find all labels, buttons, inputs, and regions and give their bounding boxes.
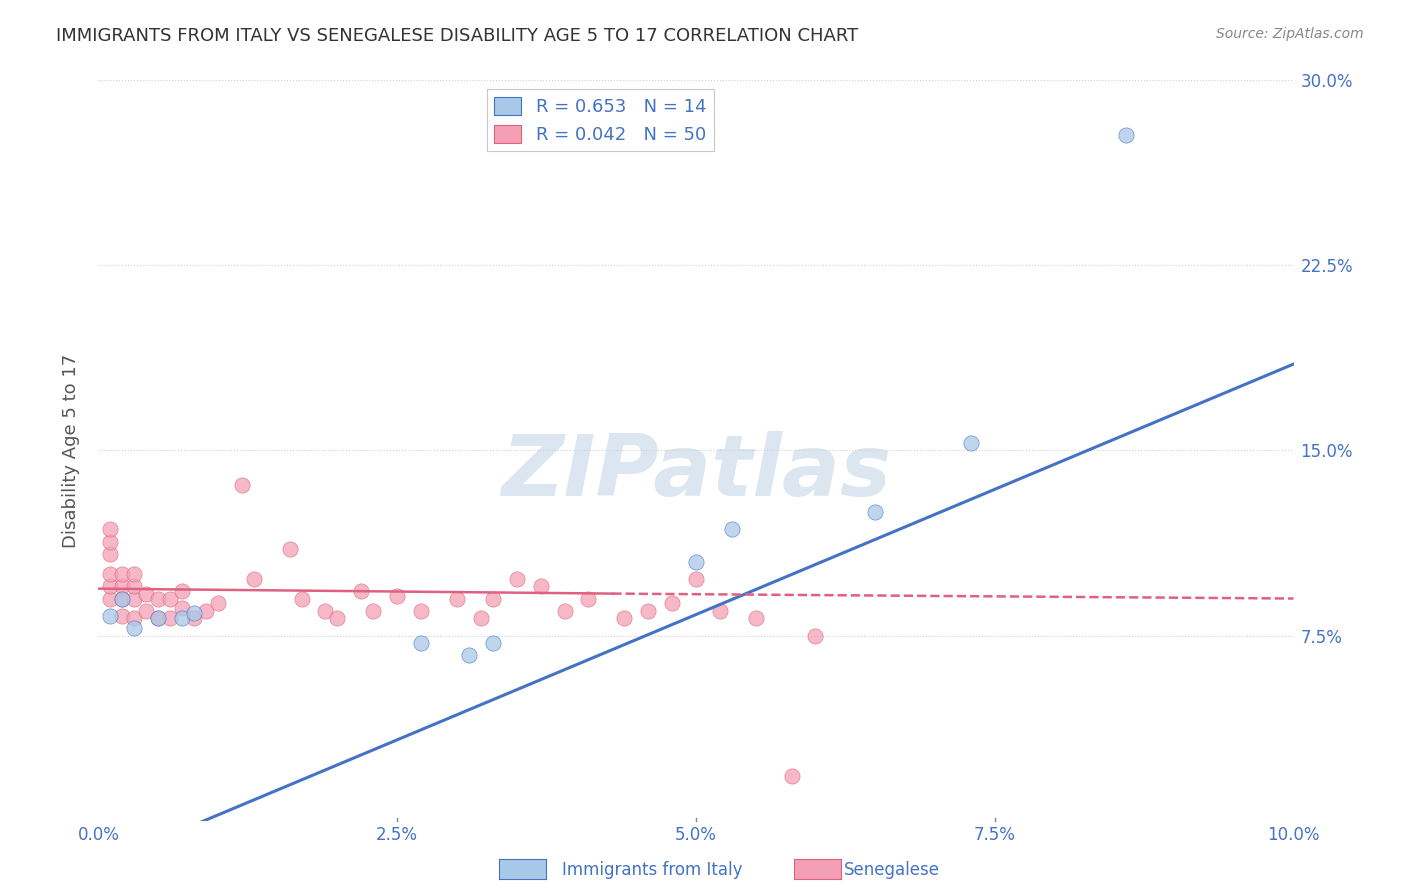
Point [124,579,146,593]
Point [148,611,170,625]
Point [207,597,229,611]
Point [111,579,134,593]
Point [148,611,170,625]
Point [530,579,553,593]
Point [613,611,636,625]
Point [685,555,707,569]
Point [709,604,731,618]
Point [385,589,409,603]
Text: Immigrants from Italy: Immigrants from Italy [562,861,742,879]
Point [159,591,181,606]
Point [98,534,122,549]
Point [124,621,146,635]
Point [183,607,205,621]
Point [411,636,433,650]
Point [98,579,122,593]
Point [554,604,576,618]
Point [411,604,433,618]
Text: Source: ZipAtlas.com: Source: ZipAtlas.com [1216,27,1364,41]
Point [98,608,122,623]
Point [111,566,134,581]
Point [148,591,170,606]
Point [111,591,134,606]
Text: Senegalese: Senegalese [844,861,939,879]
Point [124,591,146,606]
Point [721,523,744,537]
Point [135,604,157,618]
Point [98,547,122,561]
Point [172,584,194,599]
Point [98,523,122,537]
Point [363,604,385,618]
Point [458,648,481,663]
Point [637,604,659,618]
Point [446,591,468,606]
Point [135,586,157,600]
Point [685,572,707,586]
Point [350,584,373,599]
Point [172,601,194,615]
Point [804,628,827,642]
Point [661,597,683,611]
Point [183,611,205,625]
Point [243,572,266,586]
Point [111,591,134,606]
Point [506,572,529,586]
Point [482,636,505,650]
Point [98,591,122,606]
Y-axis label: Disability Age 5 to 17: Disability Age 5 to 17 [62,353,80,548]
Point [745,611,768,625]
Point [315,604,337,618]
Point [278,542,301,557]
Point [291,591,314,606]
Point [124,566,146,581]
Point [780,769,803,783]
Point [482,591,505,606]
Point [1115,128,1137,142]
Point [865,505,887,519]
Point [172,611,194,625]
Legend: R = 0.653   N = 14, R = 0.042   N = 50: R = 0.653 N = 14, R = 0.042 N = 50 [486,89,714,152]
Point [470,611,492,625]
Point [98,566,122,581]
Point [578,591,600,606]
Point [111,608,134,623]
Text: IMMIGRANTS FROM ITALY VS SENEGALESE DISABILITY AGE 5 TO 17 CORRELATION CHART: IMMIGRANTS FROM ITALY VS SENEGALESE DISA… [56,27,859,45]
Point [231,478,253,492]
Point [195,604,218,618]
Point [124,611,146,625]
Point [159,611,181,625]
Point [326,611,349,625]
Point [960,436,983,450]
Text: ZIPatlas: ZIPatlas [501,431,891,514]
